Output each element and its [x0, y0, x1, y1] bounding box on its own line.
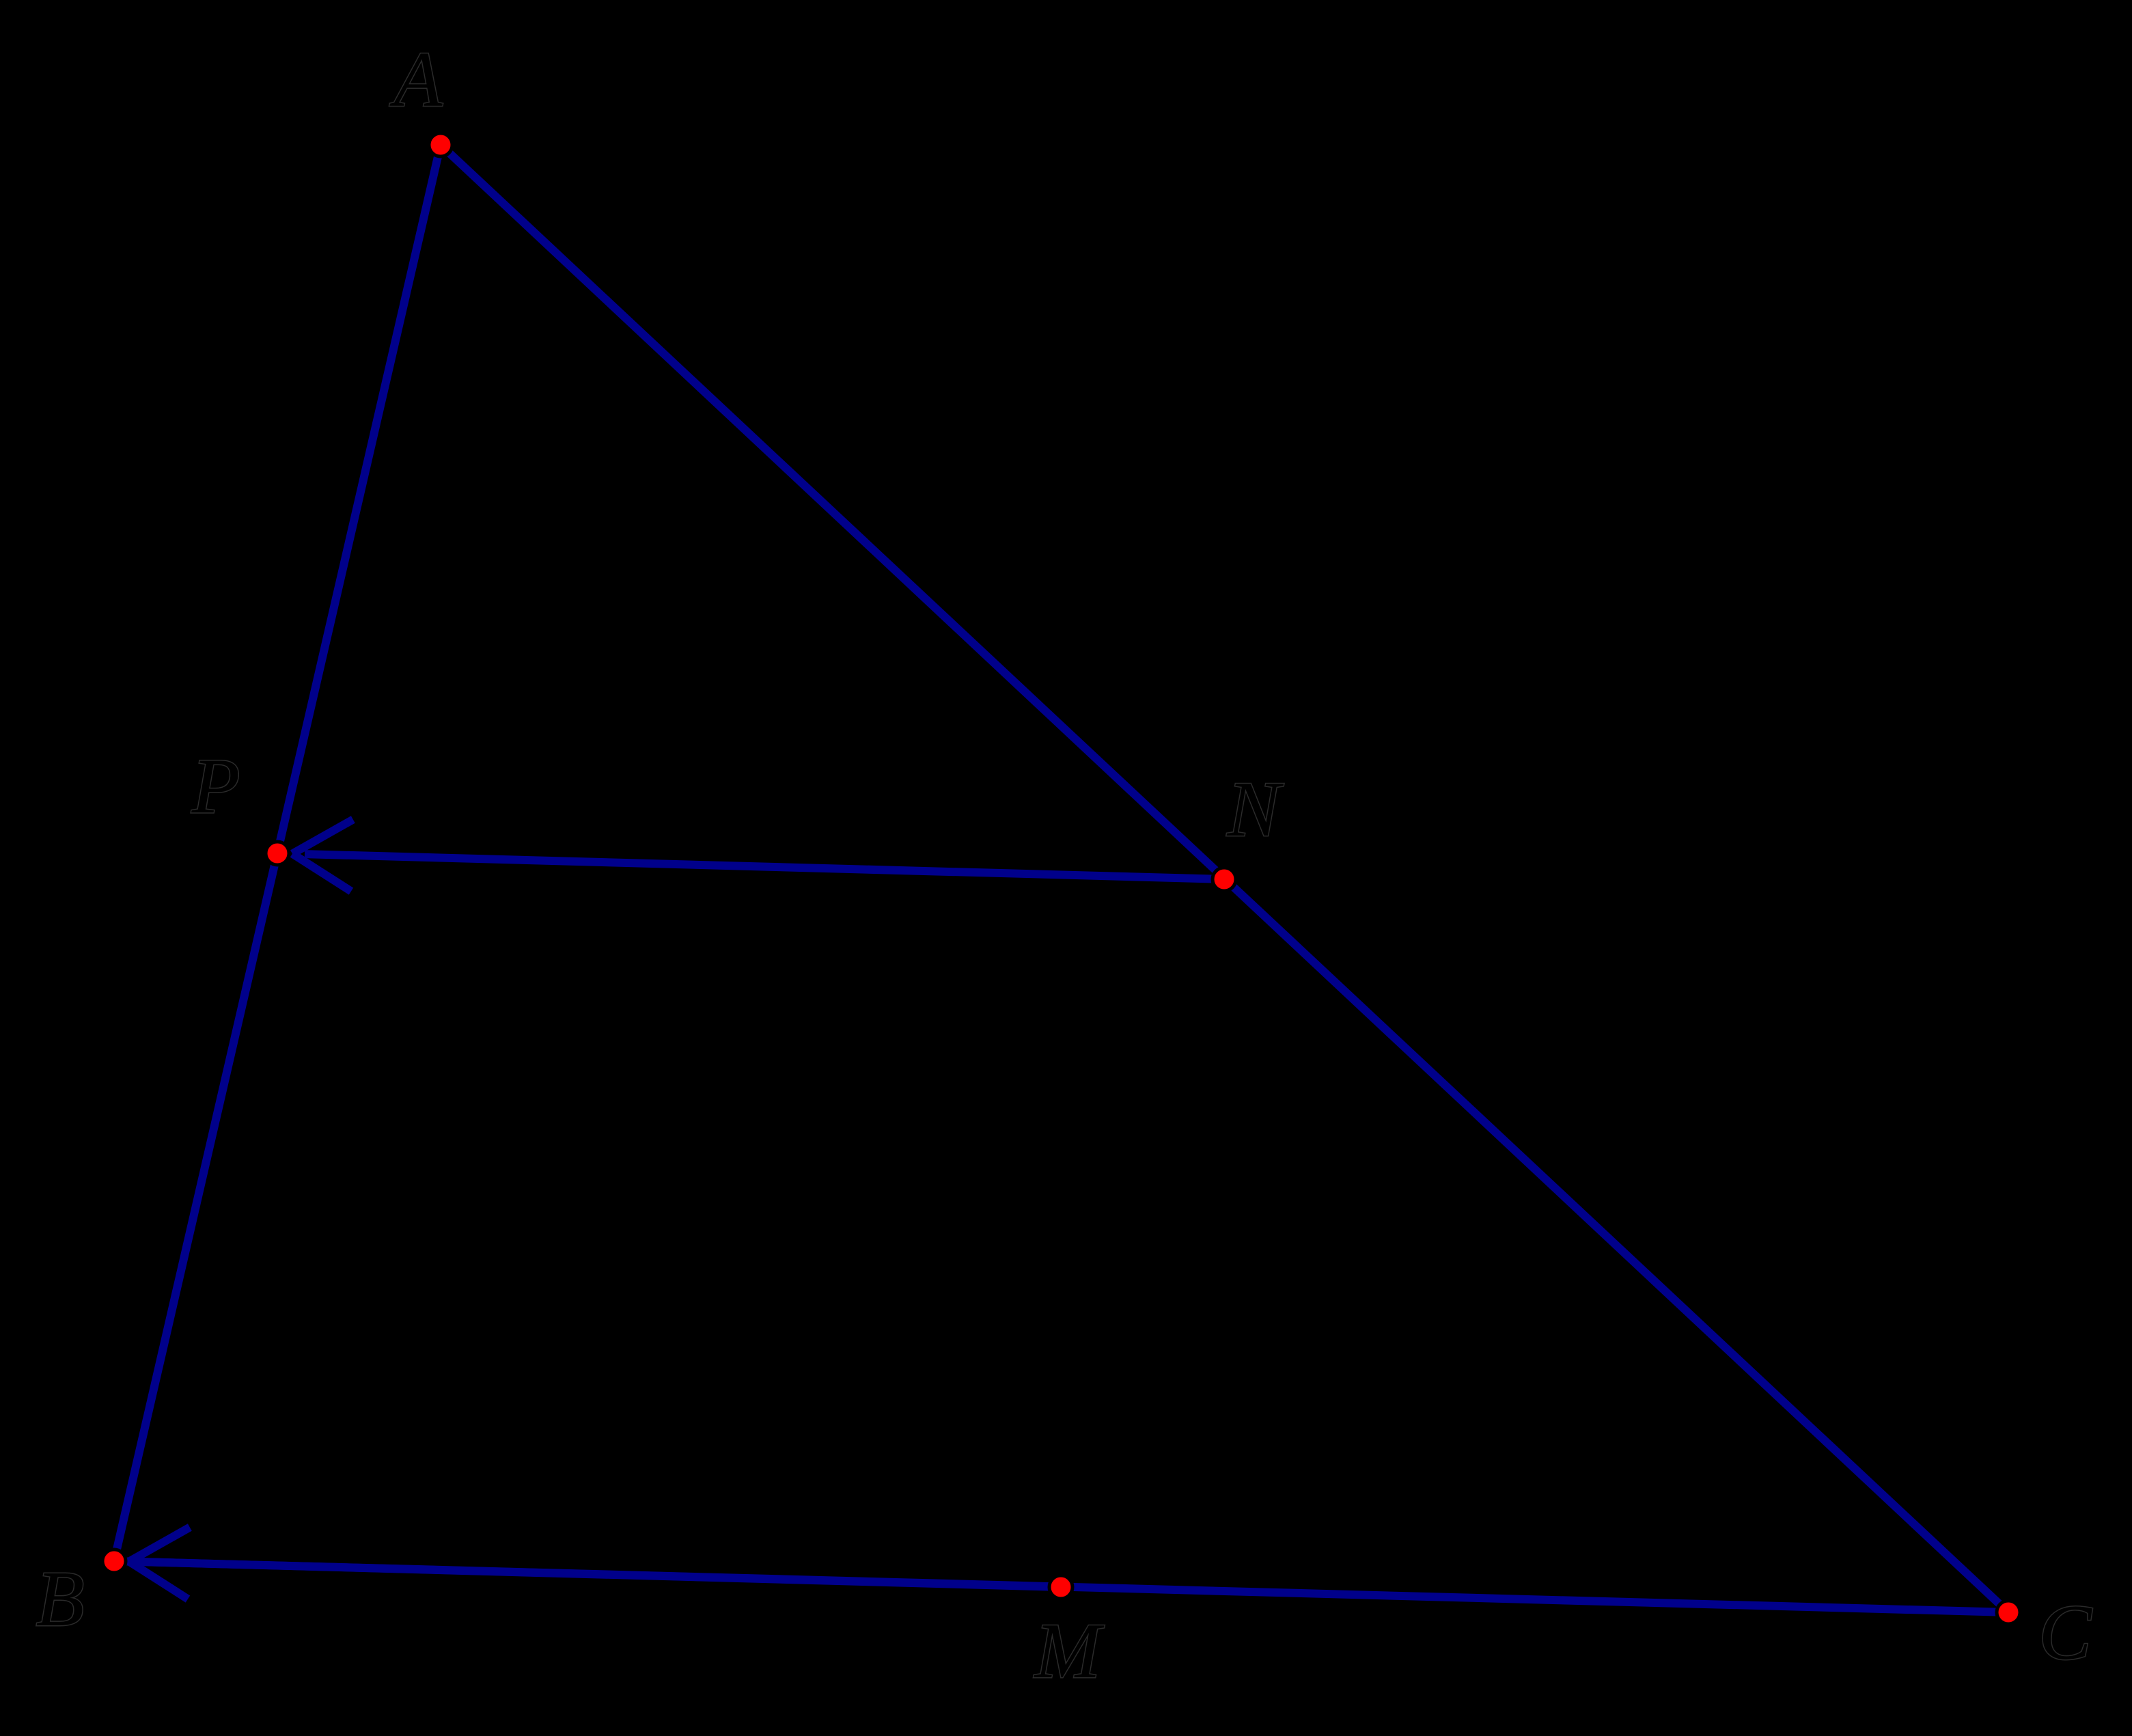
arrow-barb — [127, 1524, 192, 1565]
point-B — [100, 1547, 128, 1575]
arrow-barb — [290, 850, 354, 895]
arrowhead-at-B — [126, 1524, 192, 1603]
point-C — [1995, 1599, 2022, 1626]
segment-MB — [141, 1558, 1062, 1591]
point-N — [1210, 866, 1238, 893]
point-P — [264, 840, 291, 867]
arrowhead-at-P — [290, 816, 355, 895]
point-label-A: A — [389, 36, 443, 124]
point-label-B: B — [36, 1556, 85, 1643]
segment-NP — [304, 850, 1225, 883]
point-M — [1047, 1573, 1075, 1601]
point-label-C: C — [2038, 1589, 2092, 1677]
point-label-M: M — [1034, 1608, 1105, 1695]
point-label-P: P — [191, 743, 240, 830]
point-A — [427, 131, 454, 159]
arrow-barb — [290, 816, 355, 857]
point-label-N: N — [1226, 766, 1284, 853]
arrow-barb — [126, 1558, 191, 1603]
